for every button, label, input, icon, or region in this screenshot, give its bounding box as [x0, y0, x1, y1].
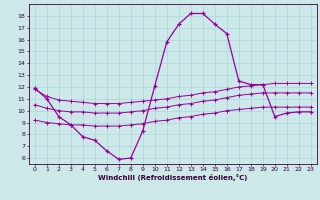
X-axis label: Windchill (Refroidissement éolien,°C): Windchill (Refroidissement éolien,°C): [98, 174, 247, 181]
